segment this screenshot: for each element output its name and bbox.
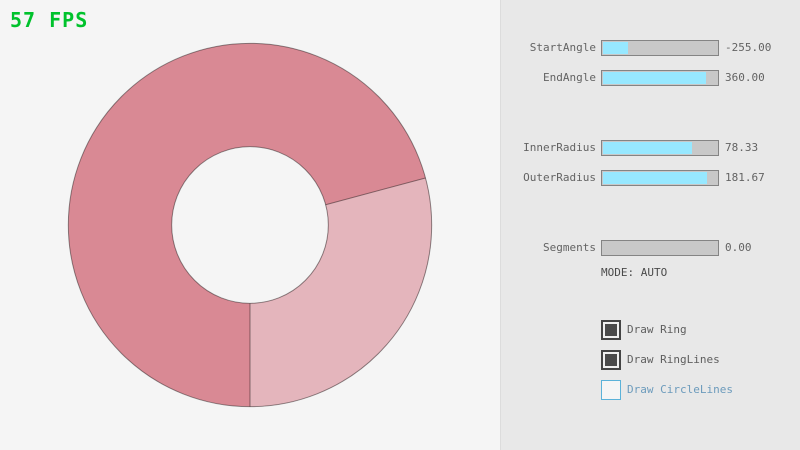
ring-inner-outline <box>171 146 329 304</box>
draw-ringlines-checkbox[interactable] <box>601 350 621 370</box>
innerradius-slider-fill <box>603 142 693 154</box>
endangle-slider-fill <box>603 72 706 84</box>
innerradius-value: 78.33 <box>725 141 759 154</box>
draw-ringlines-label: Draw RingLines <box>627 353 720 366</box>
checkbox-row-draw-circlelines: Draw CircleLines <box>601 380 800 400</box>
slider-row-outerradius: OuterRadius 181.67 <box>501 170 800 186</box>
checkbox-row-draw-ring: Draw Ring <box>601 320 800 340</box>
control-panel: StartAngle -255.00 EndAngle 360.00 Inner… <box>500 0 800 450</box>
ring-single-sector <box>248 178 432 407</box>
ring-start-line <box>325 177 426 206</box>
segments-label: Segments <box>543 241 596 254</box>
slider-row-startangle: StartAngle -255.00 <box>501 40 800 56</box>
draw-ring-checkbox[interactable] <box>601 320 621 340</box>
startangle-slider-fill <box>603 42 628 54</box>
mode-label: MODE: AUTO <box>601 266 668 279</box>
outerradius-value: 181.67 <box>725 171 765 184</box>
segments-slider[interactable] <box>601 240 719 256</box>
endangle-value: 360.00 <box>725 71 765 84</box>
endangle-slider[interactable] <box>601 70 719 86</box>
slider-row-endangle: EndAngle 360.00 <box>501 70 800 86</box>
slider-row-innerradius: InnerRadius 78.33 <box>501 140 800 156</box>
innerradius-label: InnerRadius <box>523 141 596 154</box>
draw-circlelines-label: Draw CircleLines <box>627 383 733 396</box>
startangle-label: StartAngle <box>529 41 596 54</box>
slider-row-segments: Segments 0.00 <box>501 240 800 256</box>
outerradius-label: OuterRadius <box>523 171 596 184</box>
outerradius-slider-fill <box>603 172 707 184</box>
checkbox-row-draw-ringlines: Draw RingLines <box>601 350 800 370</box>
startangle-slider[interactable] <box>601 40 719 56</box>
ring-drawing <box>67 42 433 408</box>
ring-outer-outline <box>67 42 433 408</box>
fps-counter: 57 FPS <box>10 8 89 32</box>
draw-circlelines-checkbox[interactable] <box>601 380 621 400</box>
outerradius-slider[interactable] <box>601 170 719 186</box>
segments-value: 0.00 <box>725 241 752 254</box>
draw-ring-label: Draw Ring <box>627 323 687 336</box>
endangle-label: EndAngle <box>543 71 596 84</box>
startangle-value: -255.00 <box>725 41 772 54</box>
innerradius-slider[interactable] <box>601 140 719 156</box>
